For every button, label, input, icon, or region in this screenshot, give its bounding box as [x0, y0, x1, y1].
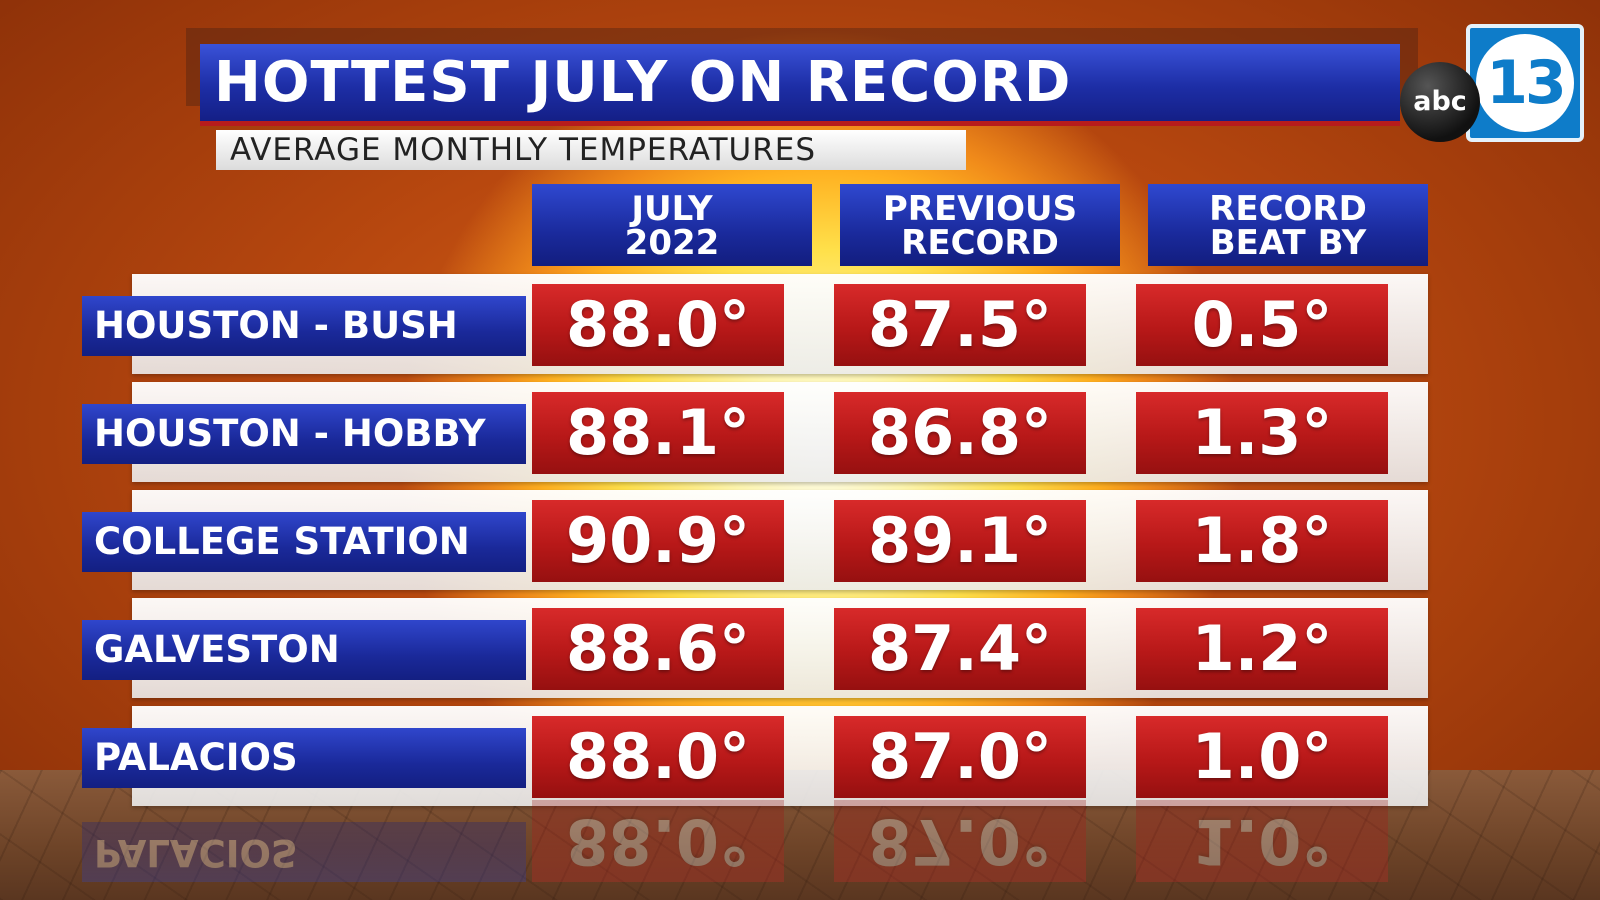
- value-cell: 88.0°: [532, 284, 784, 366]
- reflection-cell: 88.0°: [532, 800, 784, 882]
- reflection-cell: 1.0°: [1136, 800, 1388, 882]
- value-cell: 86.8°: [834, 392, 1086, 474]
- column-header-line2: BEAT BY: [1209, 223, 1367, 263]
- value-cell: 90.9°: [532, 500, 784, 582]
- logo-13-badge: 13: [1466, 24, 1584, 142]
- value-cell: 88.6°: [532, 608, 784, 690]
- value-cell: 87.5°: [834, 284, 1086, 366]
- column-header-line2: 2022: [624, 223, 720, 263]
- column-header-line2: RECORD: [901, 223, 1059, 263]
- column-header: JULY 2022: [532, 184, 812, 266]
- value-cell: 1.3°: [1136, 392, 1388, 474]
- column-header: RECORD BEAT BY: [1148, 184, 1428, 266]
- logo-abc-circle: abc: [1400, 62, 1480, 142]
- value-cell: 1.0°: [1136, 716, 1388, 798]
- row-label: GALVESTON: [82, 620, 526, 680]
- subtitle-bar: AVERAGE MONTHLY TEMPERATURES: [216, 130, 966, 170]
- logo-13-text: 13: [1476, 34, 1574, 132]
- column-header-line1: JULY: [631, 189, 713, 229]
- value-cell: 88.0°: [532, 716, 784, 798]
- value-cell: 1.8°: [1136, 500, 1388, 582]
- column-header-line1: PREVIOUS: [882, 189, 1078, 229]
- column-header-line1: RECORD: [1209, 189, 1367, 229]
- value-cell: 88.1°: [532, 392, 784, 474]
- table-reflection: PALACIOS 88.0° 87.0° 1.0°: [0, 796, 1600, 900]
- reflection-label: PALACIOS: [82, 822, 526, 882]
- row-label: HOUSTON - HOBBY: [82, 404, 526, 464]
- row-label: HOUSTON - BUSH: [82, 296, 526, 356]
- reflection-cell: 87.0°: [834, 800, 1086, 882]
- column-header: PREVIOUS RECORD: [840, 184, 1120, 266]
- abc13-logo: 13 abc: [1400, 22, 1586, 146]
- page-subtitle: AVERAGE MONTHLY TEMPERATURES: [230, 132, 817, 168]
- page-title: HOTTEST JULY ON RECORD: [214, 50, 1072, 115]
- value-cell: 1.2°: [1136, 608, 1388, 690]
- title-bar: HOTTEST JULY ON RECORD: [200, 44, 1400, 126]
- value-cell: 89.1°: [834, 500, 1086, 582]
- row-label: COLLEGE STATION: [82, 512, 526, 572]
- value-cell: 87.4°: [834, 608, 1086, 690]
- value-cell: 0.5°: [1136, 284, 1388, 366]
- row-label: PALACIOS: [82, 728, 526, 788]
- value-cell: 87.0°: [834, 716, 1086, 798]
- reflection-row: PALACIOS 88.0° 87.0° 1.0°: [0, 796, 1600, 900]
